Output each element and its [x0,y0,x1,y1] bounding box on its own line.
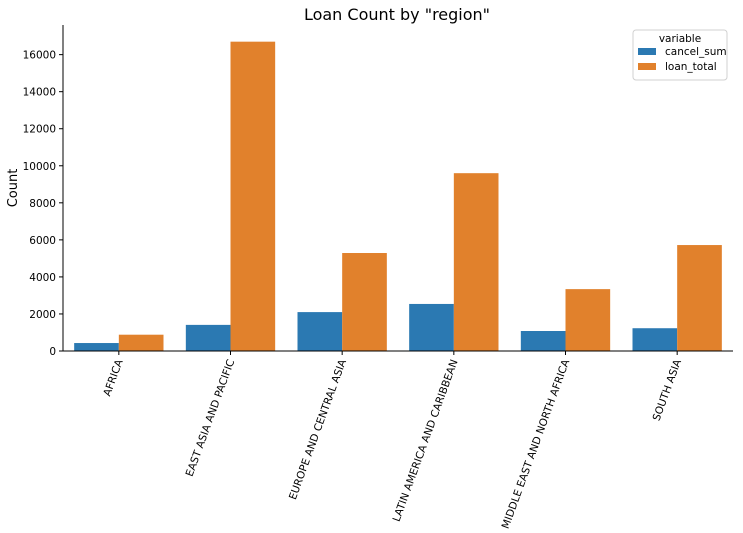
bar-loan_total-3 [453,173,499,351]
y-tick-label: 16000 [23,50,56,62]
y-tick-label: 2000 [29,309,56,321]
y-tick-label: 12000 [23,124,56,136]
bar-loan_total-2 [342,253,387,351]
x-tick-label: SOUTH ASIA [651,357,685,422]
bar-loan_total-4 [565,289,611,351]
legend-label-loan_total: loan_total [665,61,717,73]
legend-swatch-cancel_sum [638,48,656,55]
y-axis-label: Count [6,169,21,208]
x-tick-label: EUROPE AND CENTRAL ASIA [287,357,349,501]
bar-cancel_sum-5 [632,328,678,351]
bar-cancel_sum-3 [409,303,454,351]
y-tick-label: 0 [49,346,56,358]
y-tick-label: 4000 [29,272,56,284]
bar-loan_total-5 [677,245,722,351]
legend-title: variable [659,33,701,45]
legend-label-cancel_sum: cancel_sum [665,46,727,58]
y-tick-label: 6000 [29,235,56,247]
bar-loan_total-1 [230,41,276,352]
x-tick-label: LATIN AMERICA AND CARIBBEAN [391,358,461,523]
x-tick-label: MIDDLE EAST AND NORTH AFRICA [500,357,573,529]
legend-box [632,29,728,81]
legend-swatch-loan_total [638,63,656,70]
chart-title: Loan Count by "region" [304,5,490,24]
y-tick-label: 14000 [23,87,56,99]
bar-loan_total-0 [118,334,164,351]
bar-cancel_sum-0 [74,343,119,351]
x-tick-label: AFRICA [101,357,126,398]
y-tick-label: 8000 [29,198,56,210]
plot-area: 0 2000 4000 6000 8000 10000 12000 14000 16000 AFR… [23,25,733,530]
bar-cancel_sum-2 [297,312,343,351]
x-tick-label: EAST ASIA AND PACIFIC [184,358,238,478]
bar-cancel_sum-1 [185,324,231,351]
y-tick-label: 10000 [23,161,56,173]
bar-cancel_sum-4 [520,331,566,351]
